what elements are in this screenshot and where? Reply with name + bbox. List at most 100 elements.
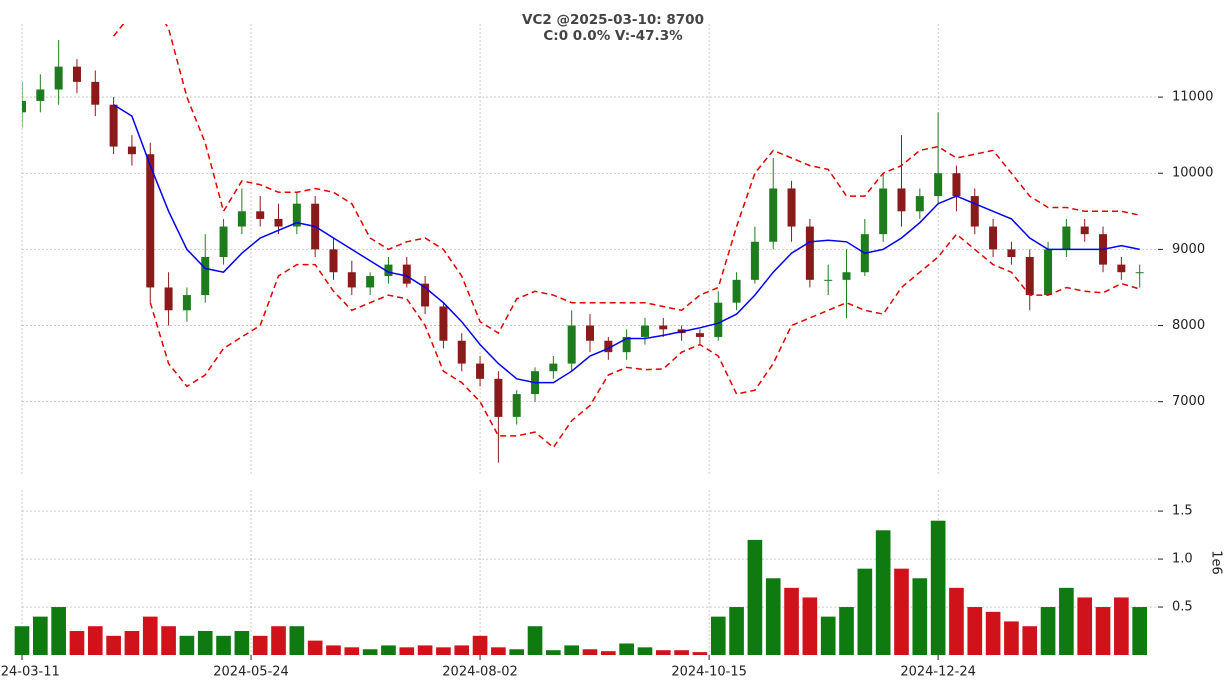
- volume-bar: [619, 643, 634, 655]
- candle-body: [54, 66, 63, 90]
- volume-bar: [14, 626, 30, 655]
- volume-bar: [69, 631, 85, 655]
- volume-bar: [1022, 626, 1038, 655]
- candle-body: [91, 81, 100, 105]
- candle-body: [329, 249, 338, 273]
- volume-bar: [161, 626, 176, 655]
- chart-title: VC2 @2025-03-10: 8700: [522, 12, 704, 28]
- candle-body: [256, 211, 265, 219]
- volume-bar: [1114, 597, 1129, 655]
- candle-body: [897, 188, 906, 212]
- volume-bar: [894, 568, 909, 655]
- volume-bar: [747, 539, 763, 655]
- volume-bar: [197, 631, 213, 655]
- candle-body: [769, 188, 778, 242]
- candle-body: [164, 287, 173, 311]
- volume-bar: [674, 650, 689, 655]
- candle-body: [439, 306, 448, 341]
- volume-bar: [600, 651, 616, 655]
- candle-body: [384, 264, 393, 277]
- volume-bar: [930, 520, 946, 655]
- candle-body: [805, 226, 814, 280]
- candle-body: [292, 203, 301, 227]
- candle-body: [457, 340, 466, 364]
- y-tick-label: 9000: [1172, 242, 1205, 257]
- candles: [22, 24, 1144, 463]
- chart-subtitle: C:0 0.0% V:-47.3%: [543, 28, 683, 44]
- x-tick-label: 2024-08-02: [442, 665, 518, 680]
- volume-bar: [820, 616, 836, 655]
- volume-bar: [436, 647, 451, 655]
- volume-bar: [417, 645, 433, 655]
- volume-bar: [857, 568, 873, 655]
- candle-body: [347, 272, 356, 288]
- volume-bar: [637, 647, 653, 655]
- candle-body: [366, 276, 375, 288]
- volume-bar: [967, 607, 983, 655]
- line-series: [113, 24, 1140, 335]
- candle-body: [1025, 256, 1034, 296]
- candle-body: [970, 196, 979, 227]
- volume-bar: [179, 635, 195, 655]
- candle-body: [586, 325, 594, 341]
- candle-body: [402, 264, 411, 284]
- line-series: [113, 104, 1140, 384]
- volume-bar: [1040, 607, 1056, 655]
- candle-body: [494, 378, 503, 417]
- volume-bar: [527, 626, 543, 655]
- volume-bar: [124, 631, 140, 655]
- candle-body: [1080, 226, 1089, 235]
- candle-body: [109, 104, 118, 147]
- volume-bar: [472, 635, 488, 655]
- y-tick-label: 11000: [1172, 90, 1213, 105]
- volume-bar: [362, 649, 378, 655]
- volume-bar: [106, 635, 121, 655]
- volume-bar: [252, 635, 268, 655]
- candle-body: [695, 333, 704, 337]
- y-tick-label: 8000: [1172, 318, 1205, 333]
- volume-bar: [1004, 621, 1019, 655]
- candle-body: [512, 394, 521, 417]
- volume-bar: [949, 587, 964, 655]
- volume-bar: [655, 650, 671, 655]
- volume-bar: [692, 652, 708, 655]
- volume-bar: [271, 626, 286, 655]
- candle-body: [732, 279, 741, 303]
- volume-bar: [875, 530, 891, 655]
- volume-bar: [912, 578, 928, 655]
- candle-body: [659, 325, 668, 330]
- candle-body: [824, 279, 833, 281]
- candle-body: [237, 211, 246, 227]
- candle-body: [750, 241, 759, 280]
- candle-body: [476, 363, 485, 379]
- volume-bar: [546, 650, 561, 655]
- candle-body: [989, 226, 998, 250]
- candle-body: [182, 295, 191, 311]
- candle-body: [604, 340, 613, 353]
- candle-body: [787, 188, 796, 227]
- candle-body: [934, 173, 943, 197]
- volume-bar: [784, 587, 799, 655]
- candle-body: [219, 226, 228, 257]
- candle-body: [842, 272, 851, 280]
- candle-body: [640, 325, 649, 337]
- candle-body: [274, 218, 283, 227]
- candle-body: [549, 363, 558, 372]
- volume-bar: [1132, 607, 1148, 655]
- candle-body: [952, 173, 961, 197]
- volume-bar: [985, 611, 1001, 655]
- candle-body: [36, 89, 45, 101]
- volume-bar: [32, 616, 48, 655]
- volume-bar: [454, 645, 470, 655]
- volume-bar: [765, 578, 781, 655]
- candle-body: [1007, 249, 1016, 257]
- y-tick-label: 1.5: [1172, 504, 1193, 519]
- volume-bar: [381, 645, 396, 655]
- y-tick-label: 10000: [1172, 166, 1213, 181]
- volume-bar: [234, 631, 250, 655]
- volume-bar: [710, 616, 726, 655]
- volume-bar: [399, 647, 415, 655]
- volume-bar: [307, 640, 323, 655]
- x-tick-label: 2024-12-24: [900, 665, 976, 680]
